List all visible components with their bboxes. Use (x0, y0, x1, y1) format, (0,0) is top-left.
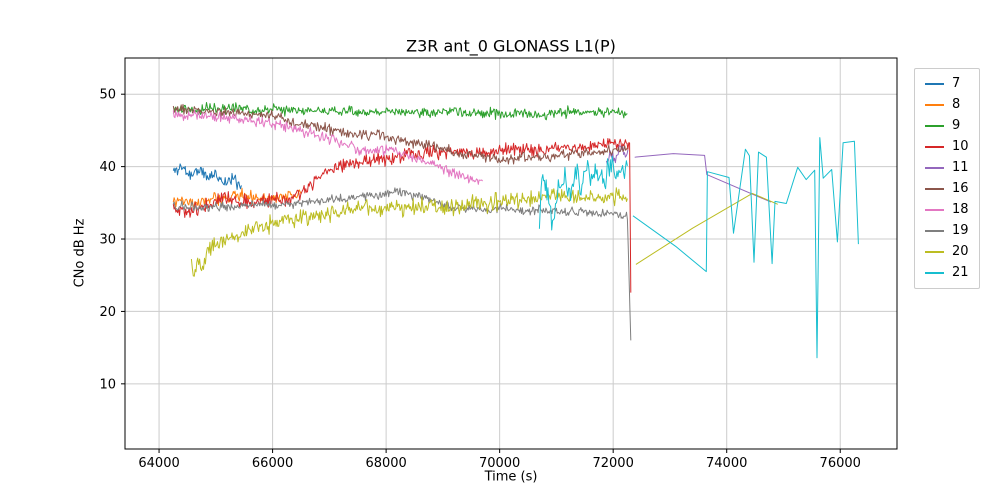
x-tick-label: 74000 (706, 456, 747, 471)
y-tick-label: 50 (99, 88, 116, 103)
legend-swatch (925, 167, 944, 169)
legend-swatch (925, 188, 944, 190)
legend-swatch (925, 209, 944, 211)
legend-item: 19 (925, 223, 969, 239)
legend-item-label: 19 (952, 223, 969, 238)
legend-item: 7 (925, 76, 969, 92)
axes-spines (124, 57, 898, 450)
series-10 (172, 138, 632, 293)
series-7 (172, 163, 242, 190)
legend-item-label: 18 (952, 202, 969, 217)
chart-title: Z3R ant_0 GLONASS L1(P) (406, 36, 616, 56)
legend-item-label: 11 (952, 160, 969, 175)
legend-item: 21 (925, 265, 969, 281)
legend-item-label: 21 (952, 265, 969, 280)
y-tick-label: 40 (99, 160, 116, 175)
x-tick-label: 72000 (592, 456, 633, 471)
legend-item: 10 (925, 139, 969, 155)
x-axis-label: Time (s) (484, 469, 538, 485)
legend-item-label: 16 (952, 181, 969, 196)
series-19 (172, 187, 632, 341)
x-tick-label: 68000 (365, 456, 406, 471)
tick-marks (121, 93, 841, 453)
gridlines (125, 58, 897, 449)
legend-swatch (925, 125, 944, 127)
x-tick-label: 76000 (820, 456, 861, 471)
legend-item-label: 7 (952, 76, 961, 91)
series-16 (172, 103, 628, 165)
legend-swatch (925, 230, 944, 232)
series-21 (538, 155, 628, 231)
series-9 (172, 102, 628, 121)
series-20 (190, 187, 628, 277)
legend-item: 9 (925, 118, 969, 134)
legend-item: 20 (925, 244, 969, 260)
legend-swatch (925, 146, 944, 148)
legend-swatch (925, 251, 944, 253)
y-axis-label: CNo dB Hz (72, 218, 88, 288)
legend-swatch (925, 272, 944, 274)
legend-item: 18 (925, 202, 969, 218)
x-tick-label: 66000 (252, 456, 293, 471)
legend-item-label: 9 (952, 118, 961, 133)
x-tick-label: 64000 (138, 456, 179, 471)
legend: 7 8 9 10 11 16 18 19 20 21 (914, 68, 980, 289)
legend-item: 8 (925, 97, 969, 113)
legend-swatch (925, 83, 944, 85)
legend-item-label: 10 (952, 139, 969, 154)
tick-labels: 64000 66000 68000 70000 72000 74000 76000 10 20 3… (99, 88, 860, 471)
series-11 (605, 145, 629, 165)
y-tick-label: 30 (99, 233, 116, 248)
series-20 (635, 192, 778, 265)
series-21 (632, 137, 859, 359)
legend-item: 16 (925, 181, 969, 197)
legend-item-label: 20 (952, 244, 969, 259)
y-tick-label: 10 (99, 377, 116, 392)
x-tick-label: 70000 (479, 456, 520, 471)
y-tick-label: 20 (99, 305, 116, 320)
legend-swatch (925, 104, 944, 106)
series-lines (172, 102, 859, 359)
series-18 (172, 109, 483, 185)
series-11 (634, 153, 772, 203)
legend-item: 11 (925, 160, 969, 176)
legend-item-label: 8 (952, 97, 961, 112)
